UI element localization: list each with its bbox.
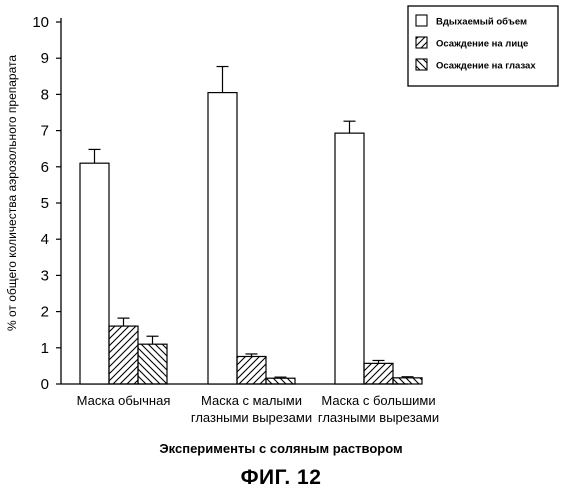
legend-label-0: Вдыхаемый объем xyxy=(436,17,527,28)
bar-s1-c2 xyxy=(364,363,393,384)
bar-s1-c1 xyxy=(237,356,266,384)
legend-label-1: Осаждение на лице xyxy=(436,39,528,50)
bar-s2-c1 xyxy=(266,378,295,384)
category-label-0-line-0: Маска обычная xyxy=(77,393,171,408)
y-tick-label-6: 6 xyxy=(41,159,49,176)
y-tick-label-0: 0 xyxy=(41,376,49,393)
y-tick-label-4: 4 xyxy=(41,231,49,248)
category-label-1-line-1: глазными вырезами xyxy=(191,410,312,425)
y-tick-label-10: 10 xyxy=(32,14,49,31)
y-tick-label-3: 3 xyxy=(41,267,49,284)
legend-swatch-2 xyxy=(416,59,427,70)
y-tick-label-7: 7 xyxy=(41,123,49,140)
legend-swatch-1 xyxy=(416,37,427,48)
y-tick-label-9: 9 xyxy=(41,50,49,67)
y-axis-title: % от общего количества аэрозольного преп… xyxy=(5,55,19,331)
y-tick-label-8: 8 xyxy=(41,86,49,103)
bar-s2-c0 xyxy=(138,344,167,384)
x-axis-title: Эксперименты с соляным раствором xyxy=(0,441,562,456)
legend-label-2: Осаждение на глазах xyxy=(436,61,536,72)
bar-s2-c2 xyxy=(393,378,422,384)
bar-s0-c2 xyxy=(335,133,364,384)
figure-caption: ФИГ. 12 xyxy=(0,466,562,490)
category-label-1-line-0: Маска с малыми xyxy=(201,393,302,408)
bar-s0-c0 xyxy=(80,163,109,384)
y-tick-label-2: 2 xyxy=(41,304,49,321)
y-tick-label-1: 1 xyxy=(41,340,49,357)
y-tick-label-5: 5 xyxy=(41,195,49,212)
bar-s1-c0 xyxy=(109,326,138,384)
legend-swatch-0 xyxy=(416,15,427,26)
category-label-2-line-0: Маска с большими xyxy=(321,393,435,408)
bar-s0-c1 xyxy=(208,93,237,384)
category-label-2-line-1: глазными вырезами xyxy=(318,410,439,425)
